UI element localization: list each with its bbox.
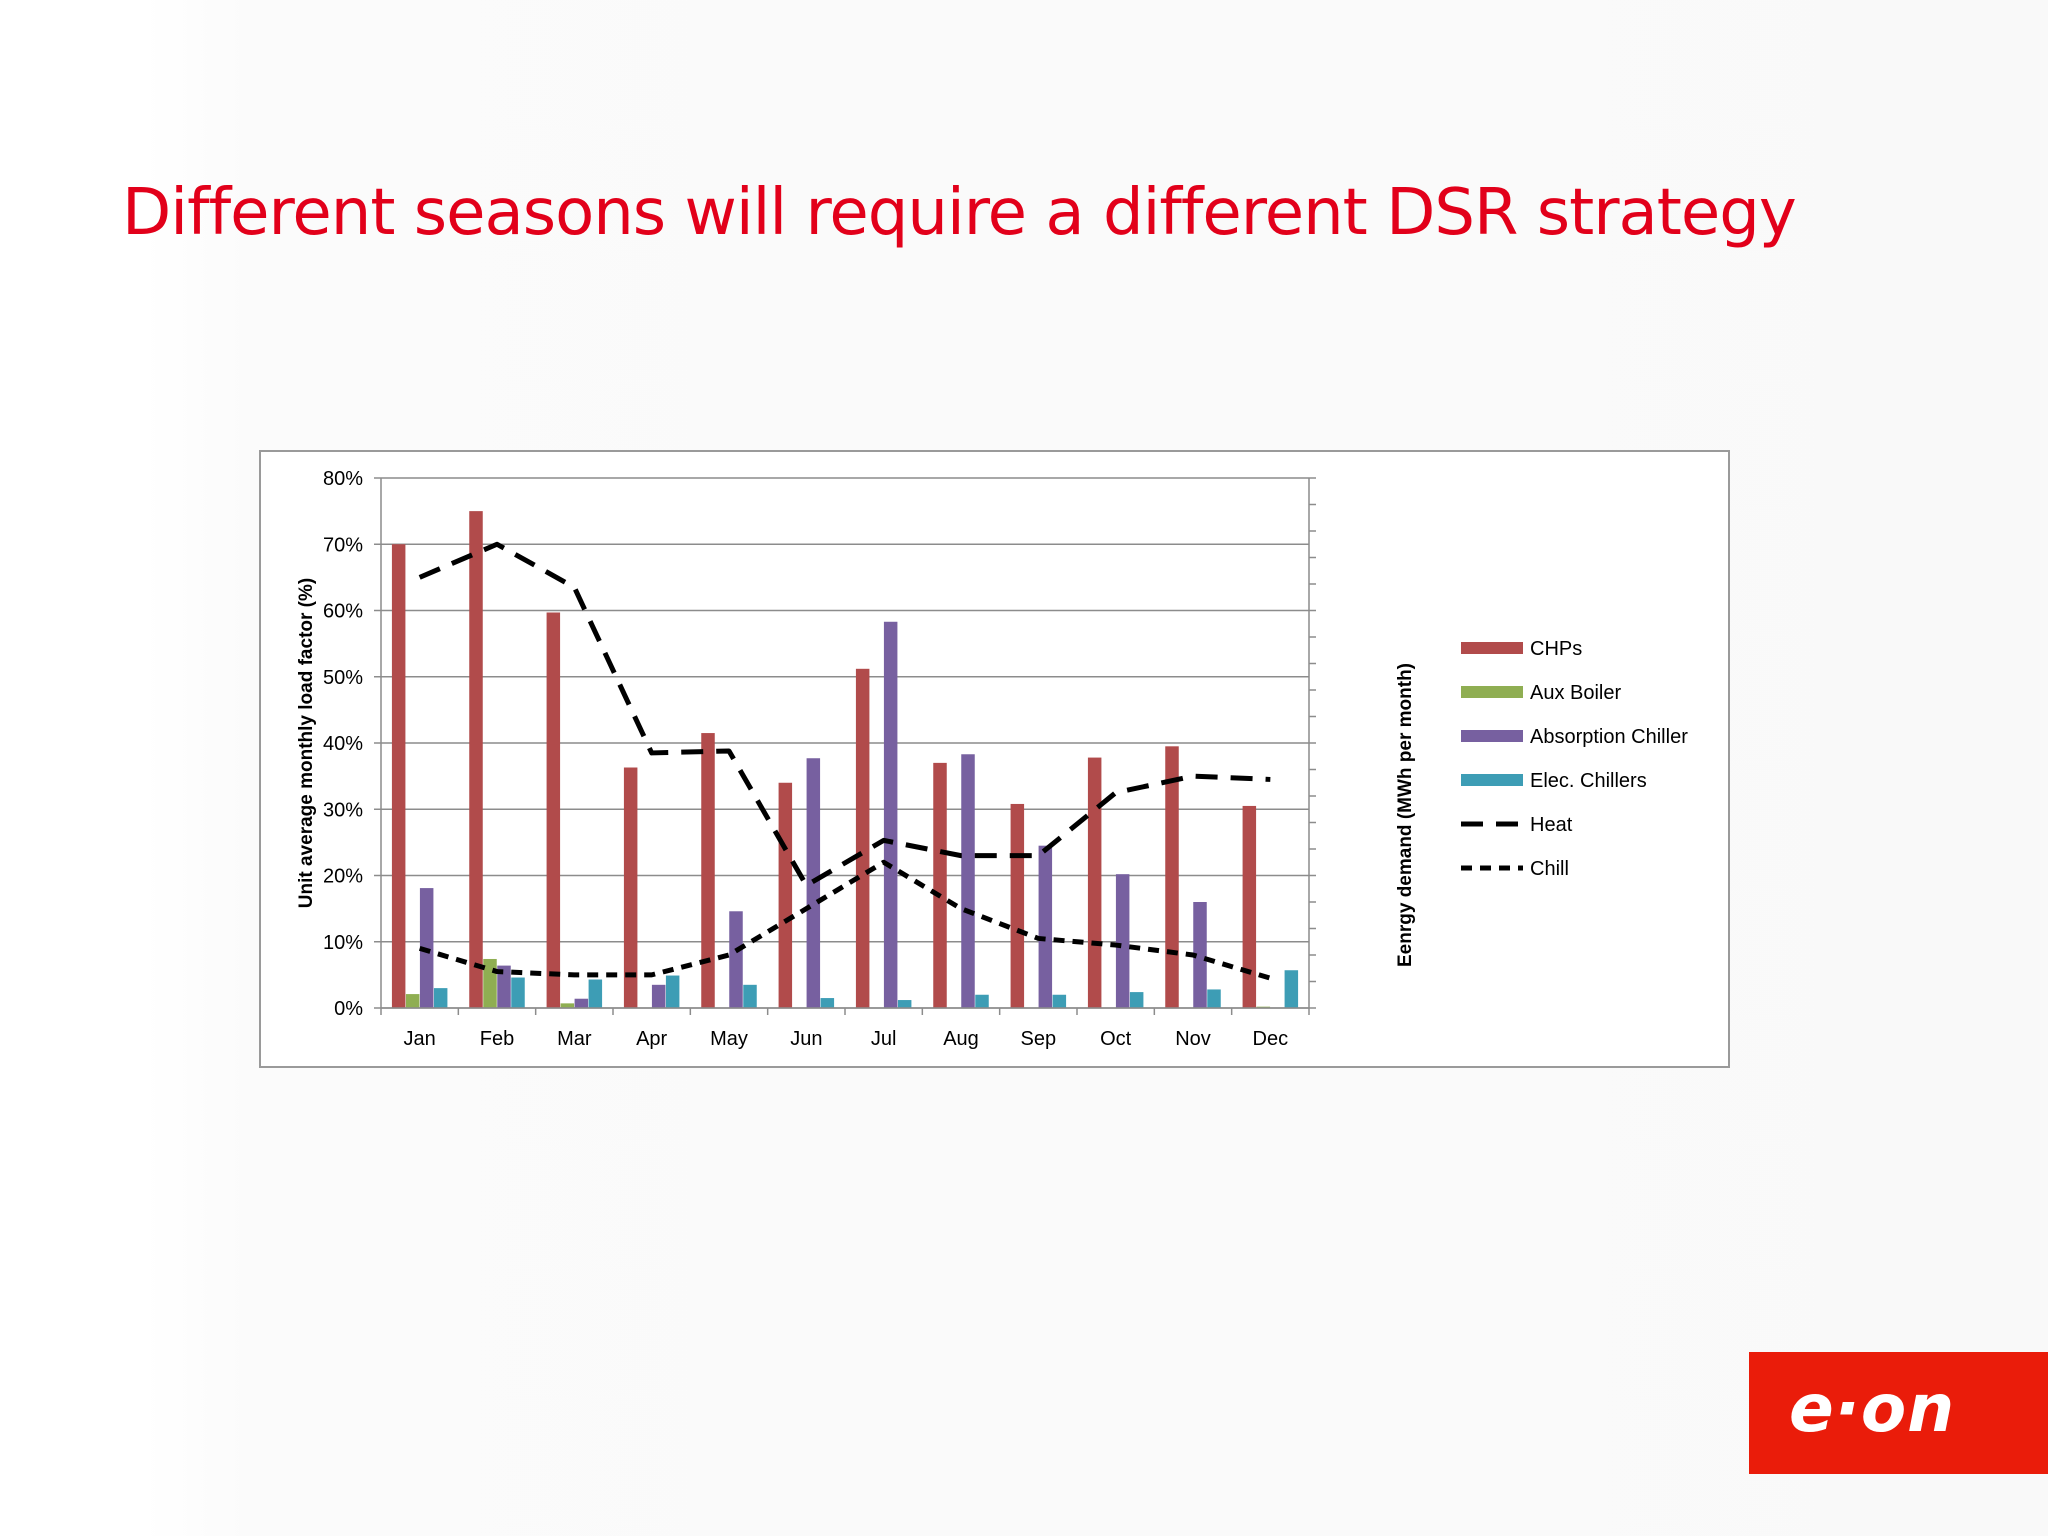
y-tick-label: 50%: [323, 667, 363, 689]
legend-label-chps: CHPs: [1530, 638, 1582, 660]
x-tick-label: Sep: [1021, 1028, 1057, 1050]
legend-label-elec-chillers: Elec. Chillers: [1530, 770, 1647, 792]
bar-aux-boiler-jan: [405, 994, 420, 1008]
x-tick-label: Aug: [943, 1028, 979, 1050]
bar-chps-dec: [1242, 805, 1257, 1008]
y-tick-label: 70%: [323, 534, 363, 556]
bar-elec-chillers-apr: [665, 975, 680, 1008]
x-tick-label: Apr: [636, 1028, 667, 1050]
line-heat: [418, 541, 1271, 888]
slide-title: Different seasons will require a differe…: [122, 176, 1797, 250]
bar-absorption-chiller-sep: [1038, 845, 1053, 1008]
bar-absorption-chiller-oct: [1115, 874, 1130, 1008]
legend-label-chill: Chill: [1530, 858, 1569, 880]
legend-swatch-elec-chillers: [1461, 774, 1523, 786]
bar-elec-chillers-mar: [588, 979, 603, 1008]
axes: [374, 477, 1316, 1015]
bar-absorption-chiller-feb: [497, 965, 511, 1008]
bar-chps-jan: [391, 544, 406, 1008]
chart: 0% 10% 20% 30% 40% 50% 60% 70% 80% Jan Feb Mar Apr M…: [296, 468, 1688, 1050]
gridlines: [381, 477, 1309, 1009]
y-tick-label: 10%: [323, 932, 363, 954]
bar-elec-chillers-oct: [1129, 992, 1144, 1008]
bar-chps-jun: [778, 782, 793, 1008]
y-tick-label: 60%: [323, 601, 363, 623]
y-tick-label: 30%: [323, 799, 363, 821]
bar-absorption-chiller-aug: [961, 754, 975, 1008]
bar-elec-chillers-sep: [1052, 994, 1067, 1008]
y-axis-label: Unit average monthly load factor (%): [296, 578, 317, 908]
bar-absorption-chiller-nov: [1193, 902, 1207, 1008]
bar-chps-mar: [546, 612, 561, 1008]
bar-chps-jul: [855, 668, 870, 1008]
bar-aux-boiler-mar: [560, 1003, 575, 1008]
bar-elec-chillers-nov: [1207, 989, 1221, 1008]
x-tick-label: Jun: [790, 1028, 822, 1050]
demand-lines: [418, 541, 1272, 981]
bar-chps-aug: [933, 762, 947, 1008]
legend-label-absorption-chiller: Absorption Chiller: [1530, 726, 1688, 748]
eon-logo: e·on: [1749, 1352, 2048, 1474]
x-tick-label: May: [710, 1028, 748, 1050]
logo-text: e·on: [1789, 1370, 1956, 1447]
legend-label-heat: Heat: [1530, 814, 1573, 836]
bar-chps-oct: [1087, 757, 1102, 1008]
bar-absorption-chiller-may: [729, 911, 743, 1008]
bar-elec-chillers-jun: [820, 998, 835, 1008]
bar-chps-may: [701, 733, 715, 1008]
bar-elec-chillers-jan: [433, 988, 448, 1008]
bar-absorption-chiller-jul: [883, 621, 898, 1008]
legend-swatch-aux-boiler: [1461, 686, 1523, 698]
legend-label-aux-boiler: Aux Boiler: [1530, 682, 1621, 704]
bars: [391, 511, 1299, 1008]
secondary-y-axis-label: Eenrgy demand (MWh per month): [1395, 663, 1416, 967]
bar-elec-chillers-jul: [897, 1000, 912, 1008]
chart-frame: [259, 450, 1730, 1068]
bar-elec-chillers-feb: [511, 977, 525, 1008]
bar-chps-nov: [1165, 746, 1179, 1008]
bar-chps-feb: [469, 511, 483, 1008]
x-tick-label: Feb: [480, 1028, 514, 1050]
y-tick-label: 0%: [334, 998, 363, 1020]
legend-swatch-chps: [1461, 642, 1523, 654]
bar-elec-chillers-may: [743, 984, 757, 1008]
bar-absorption-chiller-mar: [574, 998, 589, 1008]
x-tick-labels: Jan Feb Mar Apr May Jun Jul Aug Sep Oct Nov Dec: [404, 1028, 1289, 1050]
x-tick-label: Mar: [557, 1028, 592, 1050]
x-tick-label: Jul: [871, 1028, 897, 1050]
legend-swatch-absorption-chiller: [1461, 730, 1523, 742]
x-tick-label: Nov: [1175, 1028, 1211, 1050]
y-tick-label: 80%: [323, 468, 363, 490]
bar-elec-chillers-aug: [975, 994, 989, 1008]
bar-elec-chillers-dec: [1284, 970, 1299, 1008]
x-tick-label: Jan: [404, 1028, 436, 1050]
x-tick-label: Dec: [1253, 1028, 1289, 1050]
y-tick-labels: 0% 10% 20% 30% 40% 50% 60% 70% 80%: [323, 468, 363, 1020]
y-tick-label: 40%: [323, 733, 363, 755]
bar-chps-sep: [1010, 803, 1025, 1008]
legend: CHPs Aux Boiler Absorption Chiller Elec. Ch…: [1461, 638, 1688, 880]
bar-absorption-chiller-apr: [651, 984, 666, 1008]
y-tick-label: 20%: [323, 866, 363, 888]
bar-aux-boiler-feb: [483, 958, 497, 1008]
bar-chps-apr: [623, 767, 638, 1008]
x-tick-label: Oct: [1100, 1028, 1132, 1050]
